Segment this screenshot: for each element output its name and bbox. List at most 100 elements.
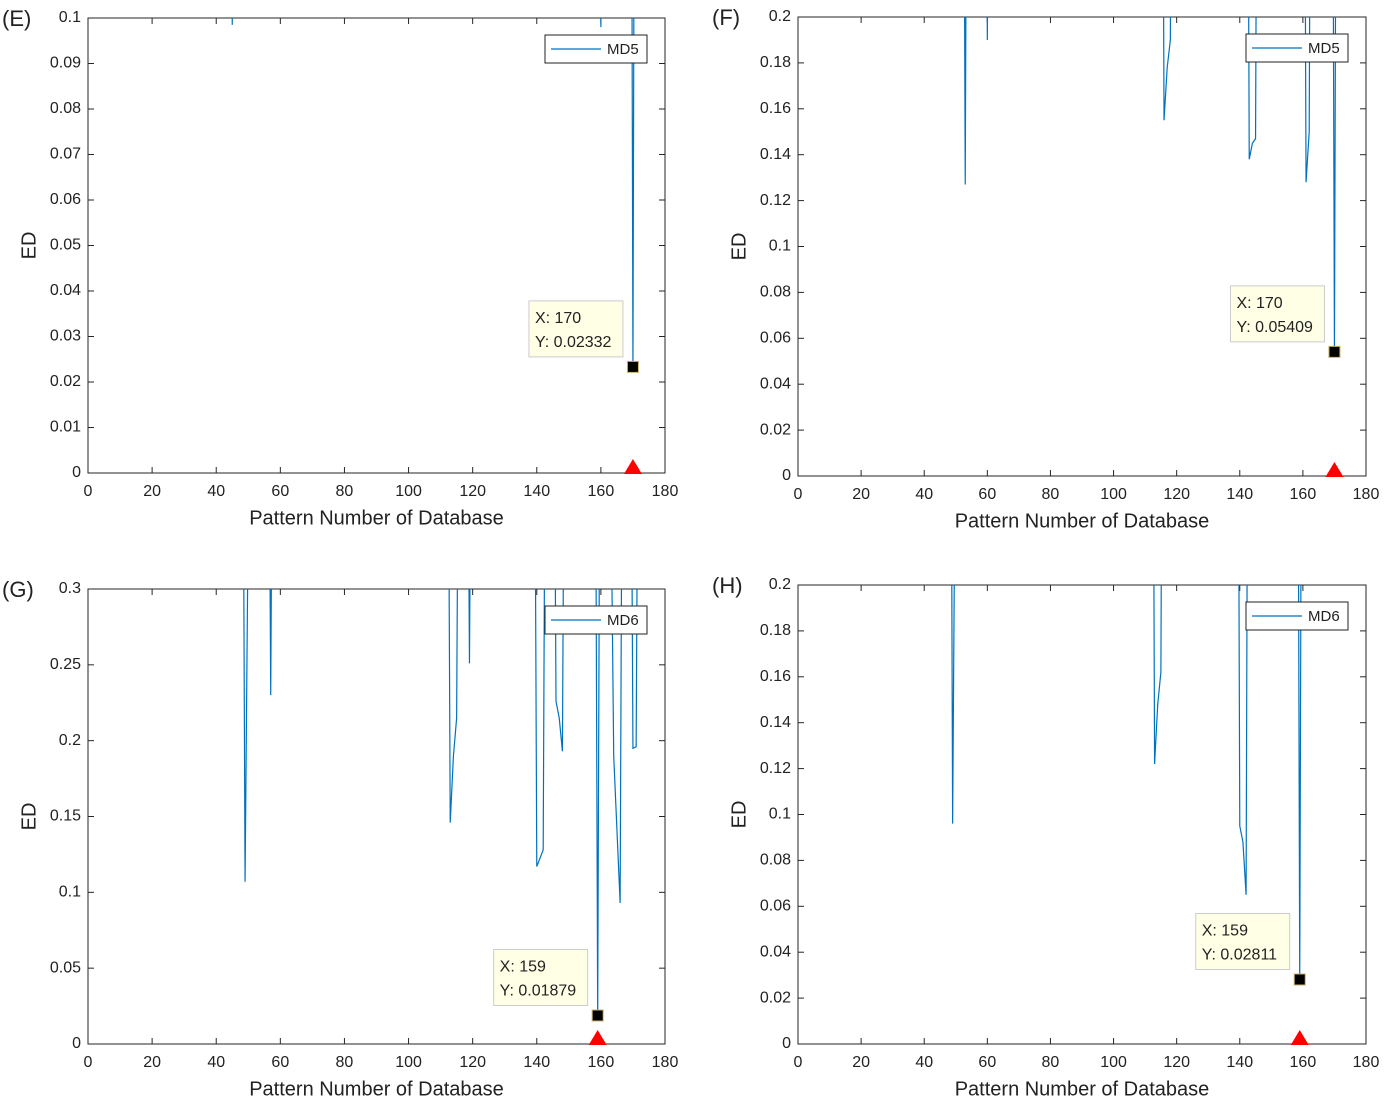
y-tick-label: 0.01 <box>50 419 81 436</box>
y-tick-label: 0.15 <box>50 808 81 825</box>
panel-label: (G) <box>2 577 34 602</box>
pointer-triangle <box>1325 462 1344 477</box>
y-axis-label: ED <box>18 232 40 260</box>
x-tick-label: 60 <box>271 1054 289 1071</box>
y-tick-label: 0.18 <box>760 622 791 639</box>
y-tick-label: 0.16 <box>760 100 791 117</box>
x-tick-label: 100 <box>395 1054 422 1071</box>
pointer-triangle <box>1290 1030 1309 1045</box>
y-tick-label: 0.09 <box>50 55 81 72</box>
y-tick-label: 0 <box>782 1035 791 1052</box>
y-axis-label: ED <box>18 803 40 831</box>
x-tick-label: 120 <box>459 483 486 500</box>
y-tick-label: 0.2 <box>769 8 791 25</box>
x-tick-label: 80 <box>1042 486 1060 503</box>
x-tick-label: 120 <box>459 1054 486 1071</box>
y-tick-label: 0.02 <box>760 421 791 438</box>
x-tick-label: 160 <box>588 1054 615 1071</box>
x-tick-label: 180 <box>652 483 679 500</box>
panel-label: (H) <box>712 573 743 598</box>
y-tick-label: 0.12 <box>760 192 791 209</box>
x-tick-label: 140 <box>523 483 550 500</box>
datatip-box <box>493 949 589 1007</box>
datatip-box <box>1195 912 1291 970</box>
pointer-triangle <box>588 1030 607 1045</box>
datatip-marker <box>591 1009 604 1022</box>
y-tick-label: 0.04 <box>50 282 81 299</box>
x-tick-label: 60 <box>978 1054 996 1071</box>
y-tick-label: 0.04 <box>760 375 791 392</box>
x-tick-label: 40 <box>915 486 933 503</box>
y-tick-label: 0.14 <box>760 714 791 731</box>
y-tick-label: 0 <box>72 464 81 481</box>
x-tick-label: 20 <box>143 1054 161 1071</box>
x-tick-label: 140 <box>1226 1054 1253 1071</box>
y-tick-label: 0.3 <box>59 580 81 597</box>
y-tick-label: 0.1 <box>769 806 791 823</box>
x-tick-label: 160 <box>1290 1054 1317 1071</box>
datatip-y: Y: 0.01879 <box>500 983 577 1000</box>
x-tick-label: 120 <box>1163 1054 1190 1071</box>
y-tick-label: 0.08 <box>50 100 81 117</box>
y-tick-label: 0.02 <box>760 989 791 1006</box>
y-tick-label: 0.05 <box>50 237 81 254</box>
x-tick-label: 40 <box>207 1054 225 1071</box>
y-tick-label: 0.06 <box>760 330 791 347</box>
x-tick-label: 0 <box>84 1054 93 1071</box>
x-tick-label: 40 <box>207 483 225 500</box>
y-axis-label: ED <box>728 233 750 261</box>
datatip-marker <box>626 360 639 373</box>
x-tick-label: 0 <box>794 486 803 503</box>
x-tick-label: 160 <box>588 483 615 500</box>
panel-label: (E) <box>2 6 31 31</box>
y-tick-label: 0.2 <box>769 576 791 593</box>
x-tick-label: 180 <box>1353 1054 1380 1071</box>
x-tick-label: 60 <box>978 486 996 503</box>
x-tick-label: 160 <box>1290 486 1317 503</box>
x-tick-label: 0 <box>84 483 93 500</box>
x-tick-label: 180 <box>1353 486 1380 503</box>
y-tick-label: 0.1 <box>769 238 791 255</box>
x-axis-label: Pattern Number of Database <box>955 510 1210 532</box>
y-tick-label: 0.2 <box>59 732 81 749</box>
axes-box <box>797 584 1367 1045</box>
y-tick-label: 0.16 <box>760 668 791 685</box>
x-tick-label: 20 <box>852 486 870 503</box>
x-tick-label: 80 <box>1042 1054 1060 1071</box>
x-tick-label: 100 <box>1100 486 1127 503</box>
y-tick-label: 0.06 <box>50 191 81 208</box>
y-tick-label: 0.12 <box>760 760 791 777</box>
y-tick-label: 0.03 <box>50 328 81 345</box>
x-tick-label: 120 <box>1163 486 1190 503</box>
datatip-x: X: 159 <box>500 959 546 976</box>
legend-label: MD5 <box>607 41 639 58</box>
x-tick-label: 80 <box>336 1054 354 1071</box>
x-axis-label: Pattern Number of Database <box>249 507 504 529</box>
y-tick-label: 0.04 <box>760 943 791 960</box>
x-tick-label: 0 <box>794 1054 803 1071</box>
y-tick-label: 0.1 <box>59 9 81 26</box>
x-tick-label: 100 <box>395 483 422 500</box>
x-tick-label: 60 <box>271 483 289 500</box>
panel-label: (F) <box>712 5 740 30</box>
x-tick-label: 20 <box>143 483 161 500</box>
pointer-triangle <box>623 459 642 474</box>
y-tick-label: 0.07 <box>50 146 81 163</box>
datatip-box <box>528 300 624 358</box>
axes-box <box>797 16 1367 477</box>
x-tick-label: 20 <box>852 1054 870 1071</box>
y-tick-label: 0.18 <box>760 54 791 71</box>
datatip-marker <box>1328 345 1341 358</box>
datatip-x: X: 170 <box>535 310 581 327</box>
y-tick-label: 0.08 <box>760 284 791 301</box>
y-tick-label: 0.1 <box>59 884 81 901</box>
x-tick-label: 40 <box>915 1054 933 1071</box>
datatip-y: Y: 0.02332 <box>535 334 612 351</box>
x-tick-label: 180 <box>652 1054 679 1071</box>
x-axis-label: Pattern Number of Database <box>955 1078 1210 1098</box>
x-tick-label: 140 <box>523 1054 550 1071</box>
x-tick-label: 140 <box>1226 486 1253 503</box>
y-tick-label: 0.25 <box>50 656 81 673</box>
data-line <box>231 18 635 367</box>
